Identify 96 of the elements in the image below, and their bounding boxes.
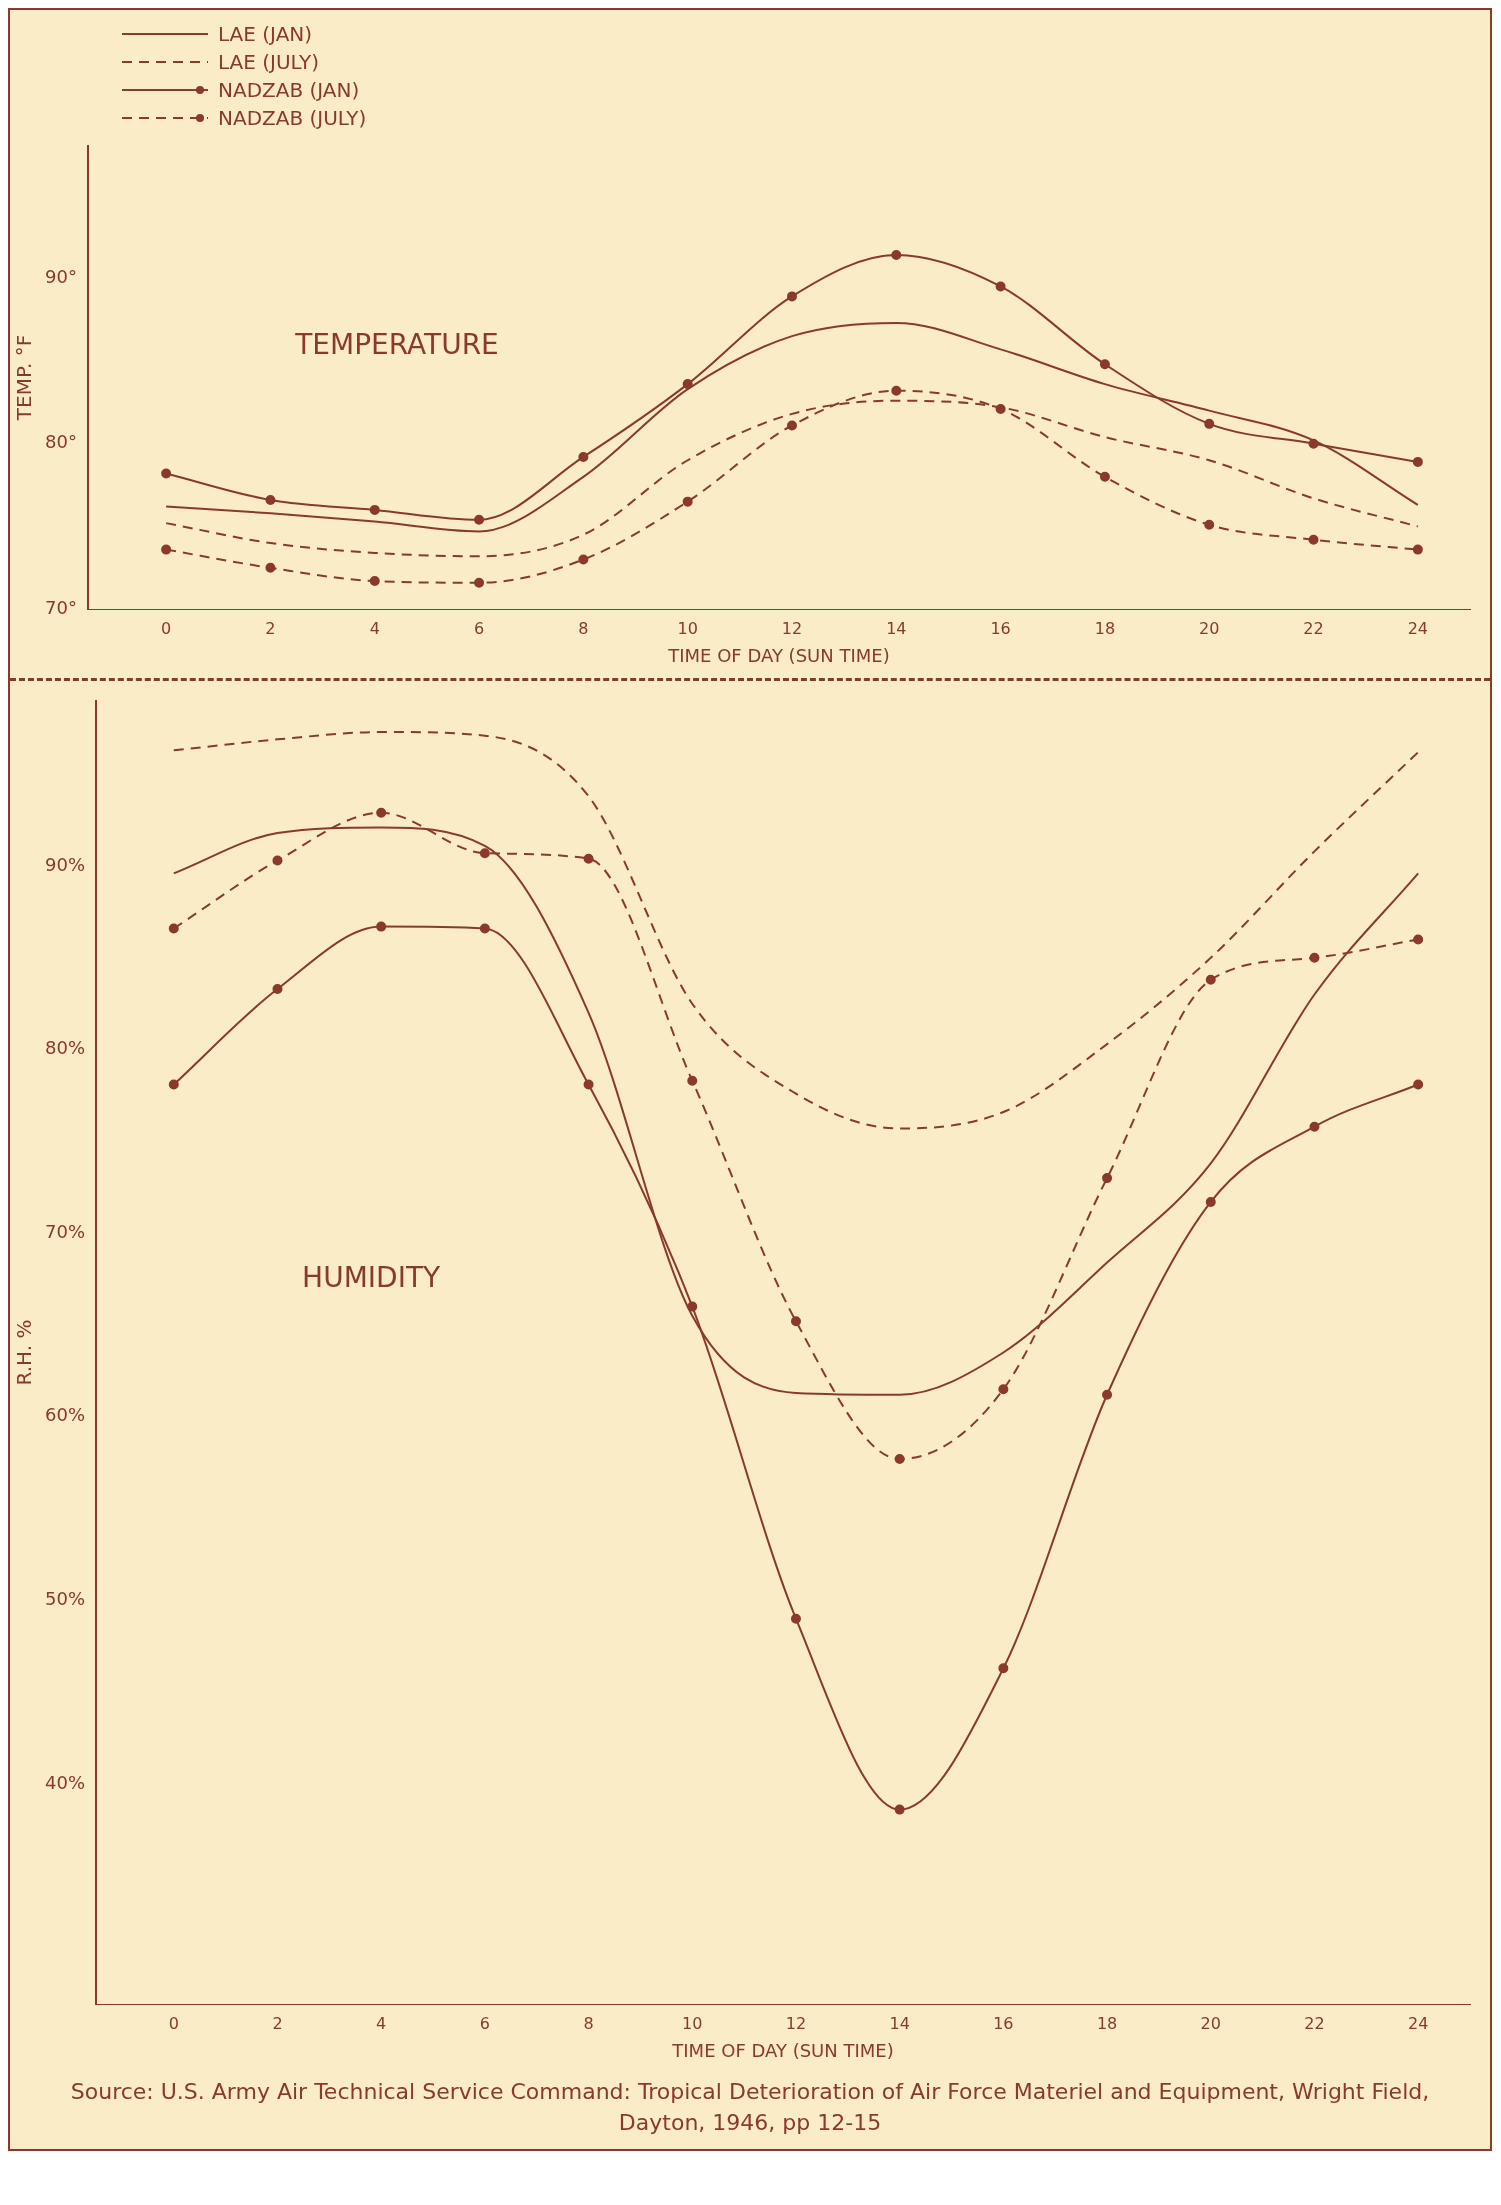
x-tick-label: 0 — [161, 618, 172, 638]
y-tick-label: 90% — [44, 853, 86, 875]
x-tick-label: 14 — [886, 618, 907, 638]
point — [168, 923, 179, 934]
point — [376, 807, 387, 818]
point — [578, 554, 589, 565]
y-tick-label: 80% — [44, 1037, 86, 1059]
annotation: TEMPERATURE — [294, 328, 499, 362]
point — [265, 562, 276, 573]
x-tick-label: 14 — [889, 2013, 910, 2033]
point — [894, 1804, 905, 1815]
x-tick-label: 0 — [168, 2013, 179, 2033]
point — [161, 544, 172, 555]
line-series — [172, 731, 1420, 1130]
point — [1204, 418, 1215, 429]
point — [272, 855, 283, 866]
x-tick-label: 22 — [1304, 2013, 1325, 2033]
point — [1412, 544, 1423, 555]
point — [790, 1613, 801, 1624]
x-tick-label: 12 — [781, 618, 803, 638]
point — [1309, 1121, 1320, 1132]
point — [265, 494, 276, 505]
x-axis-title: TIME OF DAY (SUN TIME) — [671, 2039, 894, 2061]
x-tick-label: 16 — [990, 618, 1011, 638]
x-tick-label: 24 — [1407, 2013, 1429, 2033]
point — [891, 385, 902, 396]
point — [1412, 456, 1423, 467]
point — [1102, 1173, 1113, 1184]
x-tick-label: 12 — [785, 2013, 807, 2033]
point — [479, 923, 490, 934]
point — [479, 848, 490, 859]
x-tick-label: 2 — [265, 618, 276, 638]
y-tick-label: 60% — [44, 1404, 86, 1426]
legend-label: LAE (JULY) — [218, 49, 320, 76]
x-tick-label: 18 — [1096, 2013, 1118, 2033]
legend-label: LAE (JAN) — [218, 21, 313, 48]
point — [995, 281, 1006, 292]
point — [1205, 974, 1216, 985]
point — [687, 1075, 698, 1086]
y-axis-title: TEMP. °F — [12, 334, 37, 422]
point — [474, 514, 485, 525]
point — [1099, 471, 1110, 482]
x-tick-label: 20 — [1199, 618, 1220, 638]
point — [1309, 952, 1320, 963]
point — [1413, 934, 1424, 945]
point — [1308, 534, 1319, 545]
point — [891, 250, 902, 261]
point — [272, 984, 283, 995]
x-tick-label: 10 — [682, 2013, 703, 2033]
x-tick-label: 2 — [272, 2013, 283, 2033]
x-tick-label: 16 — [993, 2013, 1014, 2033]
x-tick-label: 8 — [578, 618, 589, 638]
x-tick-label: 24 — [1407, 618, 1429, 638]
point — [168, 1079, 179, 1090]
y-tick-label: 50% — [44, 1588, 86, 1609]
point — [682, 496, 693, 507]
point — [1204, 519, 1215, 530]
point — [998, 1663, 1009, 1674]
y-tick-label: 70° — [45, 596, 77, 618]
x-tick-label: 20 — [1200, 2013, 1221, 2033]
x-tick-label: 18 — [1094, 618, 1116, 638]
point — [894, 1453, 905, 1464]
x-tick-label: 22 — [1303, 618, 1324, 638]
point — [369, 576, 380, 587]
point — [790, 1316, 801, 1327]
point — [1102, 1389, 1113, 1400]
point — [1413, 1079, 1424, 1090]
point — [578, 451, 589, 462]
x-tick-label: 8 — [583, 2013, 594, 2033]
legend-label: NADZAB (JAN) — [218, 77, 360, 104]
x-tick-label: 6 — [479, 2013, 490, 2033]
point — [583, 853, 594, 864]
point — [369, 504, 380, 515]
y-tick-label: 90° — [45, 265, 77, 287]
y-axis-title: R.H. % — [12, 1319, 37, 1386]
point — [786, 420, 797, 431]
y-tick-label: 70% — [44, 1220, 86, 1242]
point — [998, 1384, 1009, 1395]
y-tick-label: 80° — [45, 431, 77, 453]
annotation: HUMIDITY — [302, 1261, 441, 1295]
point — [682, 379, 693, 390]
point — [1099, 359, 1110, 370]
point — [376, 921, 387, 932]
point — [161, 468, 172, 479]
y-tick-label: 40% — [44, 1771, 86, 1793]
point — [583, 1079, 594, 1090]
point — [1205, 1196, 1216, 1207]
x-axis-title: TIME OF DAY (SUN TIME) — [667, 644, 890, 666]
source-note: Source: U.S. Army Air Technical Service Command: Tropical Deterioration of Air Force Materiel and Equipment, Wright Field, Dayton, 1946, pp 12-15 — [69, 2078, 1431, 2137]
x-tick-label: 6 — [473, 618, 485, 638]
point — [474, 577, 485, 588]
point — [786, 291, 797, 302]
x-tick-label: 10 — [677, 618, 698, 638]
x-tick-label: 4 — [376, 2013, 387, 2033]
legend-label: NADZAB (JULY) — [218, 105, 367, 132]
x-tick-label: 4 — [369, 618, 380, 638]
